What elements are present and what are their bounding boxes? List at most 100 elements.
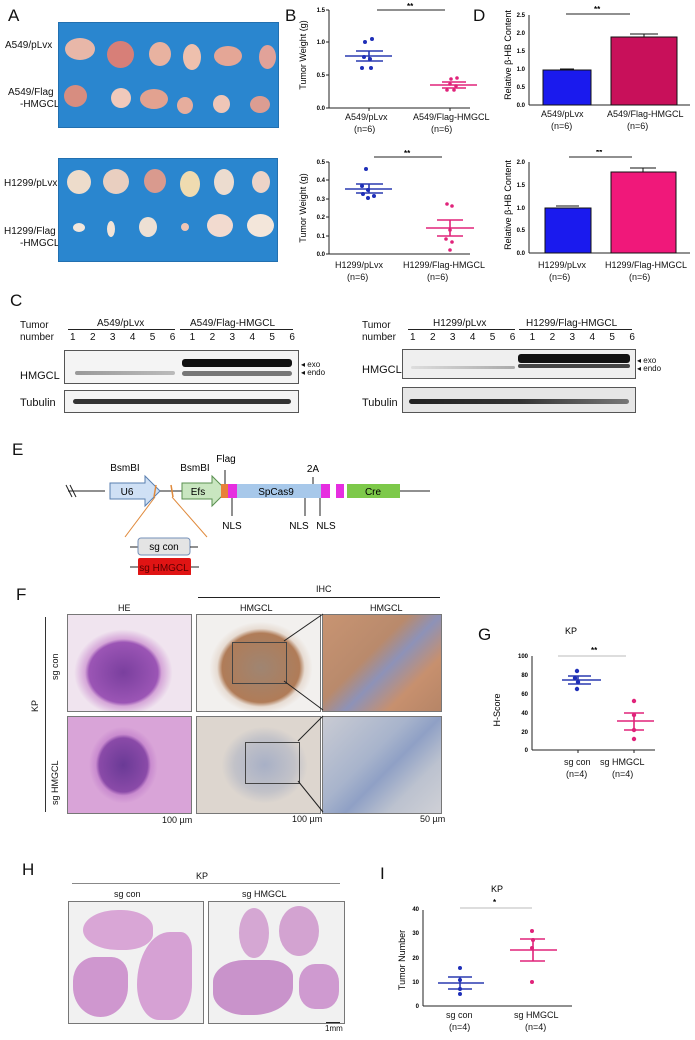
svg-text:30: 30 (412, 931, 419, 937)
svg-text:0.5: 0.5 (517, 228, 526, 234)
chart-g: KP H-Score 0 20 40 60 80 100 ** (492, 626, 655, 754)
svg-text:**: ** (591, 646, 598, 655)
h-kp-label: KP (196, 871, 209, 881)
svg-text:Tumor Weight (g): Tumor Weight (g) (298, 173, 308, 243)
c-left-group2: A549/Flag-HMGCL (190, 318, 276, 329)
blot-a549-hmgcl (64, 350, 299, 384)
svg-text:80: 80 (521, 673, 528, 679)
c-left-group1: A549/pLvx (97, 318, 145, 329)
svg-text:0.4: 0.4 (317, 178, 326, 184)
scale-bar-ihc-low: 100 µm (292, 814, 323, 824)
ihc-sg-con-high-image (322, 614, 442, 712)
c-right-group2: H1299/Flag-HMGCL (526, 318, 618, 329)
svg-text:0.0: 0.0 (317, 106, 326, 112)
panel-letter-h: H (22, 860, 35, 879)
g-n-2: (n=4) (612, 769, 634, 779)
panel-letter-e: E (12, 440, 24, 459)
svg-text:0.2: 0.2 (317, 215, 326, 221)
panel-letter-f: F (16, 585, 27, 604)
svg-text:Cre: Cre (365, 487, 382, 498)
d-top-cat-2: A549/Flag-HMGCL (607, 109, 684, 119)
b-top-cat-2: A549/Flag-HMGCL (413, 112, 490, 122)
svg-text:SpCas9: SpCas9 (258, 487, 294, 498)
svg-text:2A: 2A (307, 464, 320, 475)
svg-text:Relative β-HB Content: Relative β-HB Content (503, 160, 513, 250)
svg-text:60: 60 (521, 692, 528, 698)
svg-text:NLS: NLS (289, 521, 309, 532)
kp-label: KP (30, 699, 40, 712)
row-sg-hmgcl: sg HMGCL (50, 760, 60, 805)
panel-letter-i: I (380, 864, 385, 883)
ihc-label: IHC (316, 584, 332, 594)
svg-text:U6: U6 (121, 487, 134, 498)
ihc-line (198, 597, 440, 598)
c-right-number-label: number (362, 332, 396, 343)
i-cat-1: sg con (446, 1010, 473, 1020)
svg-text:20: 20 (521, 730, 528, 736)
g-cat-2: sg HMGCL (600, 757, 645, 767)
d-bottom-n-1: (n=6) (549, 272, 571, 282)
svg-text:2.5: 2.5 (517, 13, 526, 19)
svg-text:Flag: Flag (216, 454, 235, 465)
svg-text:0.0: 0.0 (517, 251, 526, 257)
ihc-sg-hmgcl-low-image (196, 716, 321, 814)
c-left-tumor-label: Tumor (20, 320, 49, 331)
c-right-tumor-label: Tumor (362, 320, 391, 331)
c-left-hmgcl-label: HMGCL (20, 370, 60, 382)
svg-text:40: 40 (521, 711, 528, 717)
svg-text:0.1: 0.1 (317, 234, 326, 240)
row-label-a549-plvx: A549/pLvx (5, 40, 53, 51)
col-he: HE (118, 603, 131, 613)
blot-h1299-hmgcl (402, 349, 636, 379)
svg-text:sg HMGCL: sg HMGCL (139, 563, 189, 574)
c-right-hmgcl-label: HMGCL (362, 364, 402, 376)
svg-text:0.3: 0.3 (317, 197, 326, 203)
i-cat-2: sg HMGCL (514, 1010, 559, 1020)
svg-text:0.0: 0.0 (517, 103, 526, 109)
svg-text:*: * (493, 898, 497, 907)
d-top-n-2: (n=6) (627, 121, 649, 131)
zoom-box (245, 742, 300, 784)
b-bottom-cat-2: H1299/Flag-HMGCL (403, 260, 486, 270)
c-left-number-label: number (20, 332, 54, 343)
svg-text:2.0: 2.0 (517, 160, 526, 166)
b-top-n-2: (n=6) (431, 124, 453, 134)
g-cat-1: sg con (564, 757, 591, 767)
i-n-2: (n=4) (525, 1022, 547, 1032)
panel-letter-c: C (10, 291, 23, 310)
c-right-group2-line (519, 329, 632, 330)
svg-text:0: 0 (525, 748, 529, 754)
c-left-group2-line (180, 329, 293, 330)
svg-text:0.5: 0.5 (317, 160, 326, 166)
b-top-n-1: (n=6) (354, 124, 376, 134)
c-left-exo: ◂ exo (301, 360, 321, 369)
svg-text:**: ** (407, 2, 414, 11)
lung-sg-con-image (68, 901, 204, 1024)
svg-text:1.5: 1.5 (317, 8, 326, 14)
d-top-n-1: (n=6) (551, 121, 573, 131)
scale-bar-he: 100 µm (162, 815, 193, 825)
scale-bar-ihc-high: 50 µm (420, 814, 446, 824)
b-bottom-n-2: (n=6) (427, 272, 449, 282)
svg-text:sg con: sg con (149, 542, 178, 553)
row-label-h1299-hmgcl: -HMGCL (20, 238, 60, 249)
svg-text:100: 100 (518, 654, 529, 660)
row-sg-con: sg con (50, 653, 60, 680)
svg-text:KP: KP (565, 626, 577, 636)
svg-text:**: ** (404, 150, 411, 158)
h-col-sg-con: sg con (114, 889, 141, 899)
chart-d-bottom: Relative β-HB Content 0.0 0.5 1.0 1.5 2.… (503, 150, 690, 257)
h-scale-bar (326, 1022, 340, 1023)
panel-letter-g: G (478, 625, 492, 644)
h-group-line (72, 883, 340, 884)
svg-text:2.0: 2.0 (517, 31, 526, 37)
g-n-1: (n=4) (566, 769, 588, 779)
svg-text:**: ** (596, 150, 603, 157)
svg-text:0: 0 (416, 1004, 420, 1010)
chart-d-top: Relative β-HB Content 0.0 0.5 1.0 1.5 2.… (503, 5, 690, 109)
row-label-h1299-plvx: H1299/pLvx (4, 178, 58, 189)
vector-diagram: U6 BsmBI Efs BsmBI SpCas9 Cre Flag 2A NL… (65, 454, 430, 575)
svg-text:40: 40 (412, 907, 419, 913)
c-left-group1-line (68, 329, 175, 330)
